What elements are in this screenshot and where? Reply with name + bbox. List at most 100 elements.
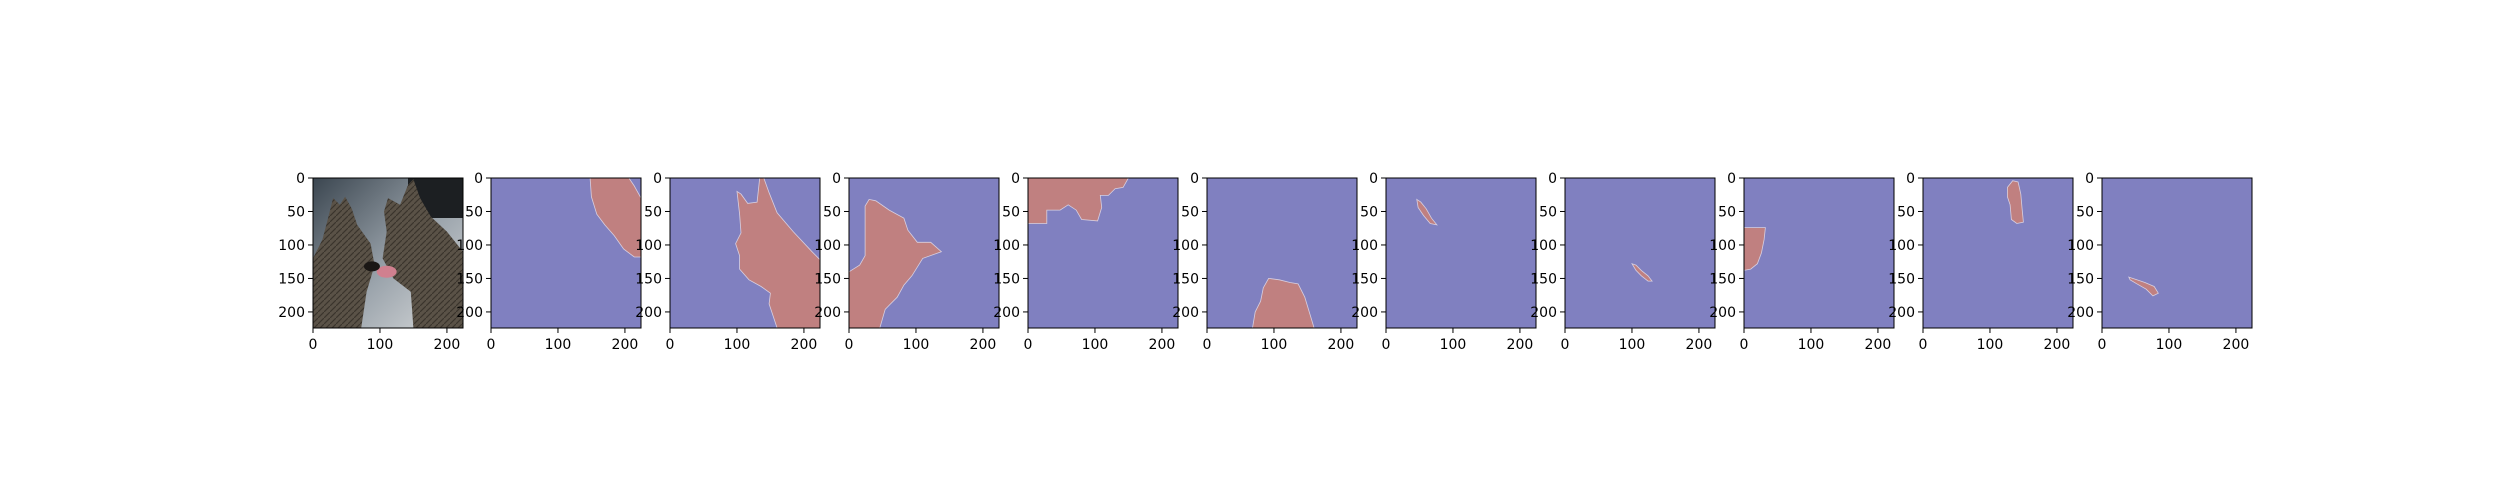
mask-background bbox=[1744, 178, 1894, 328]
x-tick-label: 0 bbox=[1382, 337, 1391, 353]
axes-frame bbox=[312, 177, 464, 329]
mask-background bbox=[1565, 178, 1715, 328]
y-tick-label: 50 bbox=[2076, 204, 2094, 220]
panel-image bbox=[491, 178, 641, 328]
dog-muzzle bbox=[363, 261, 380, 272]
dog-tongue bbox=[376, 265, 397, 278]
panel-image bbox=[2102, 178, 2252, 328]
x-tick-label: 100 bbox=[1798, 337, 1825, 353]
y-tick-label: 0 bbox=[1548, 171, 1557, 187]
mask-region bbox=[1744, 227, 1766, 271]
panel-image bbox=[1207, 178, 1357, 328]
x-tick-label: 100 bbox=[1440, 337, 1467, 353]
x-tick-label: 0 bbox=[487, 337, 496, 353]
y-tick-label: 200 bbox=[456, 305, 483, 321]
y-tick-label: 150 bbox=[1172, 271, 1199, 287]
y-tick-label: 200 bbox=[1172, 305, 1199, 321]
x-tick-label: 0 bbox=[1740, 337, 1749, 353]
x-tick-label: 200 bbox=[2044, 337, 2071, 353]
y-tick-label: 200 bbox=[814, 305, 841, 321]
y-tick-label: 150 bbox=[456, 271, 483, 287]
y-tick-label: 50 bbox=[1181, 204, 1199, 220]
y-tick-label: 50 bbox=[1539, 204, 1557, 220]
y-tick-label: 0 bbox=[653, 171, 662, 187]
y-tick-label: 150 bbox=[993, 271, 1020, 287]
y-tick-label: 100 bbox=[278, 238, 305, 254]
y-tick-label: 150 bbox=[1709, 271, 1736, 287]
x-tick-label: 100 bbox=[724, 337, 751, 353]
mask-region bbox=[2128, 276, 2159, 297]
x-tick-label: 100 bbox=[1082, 337, 1109, 353]
panel-image bbox=[849, 178, 999, 328]
y-tick-label: 200 bbox=[1530, 305, 1557, 321]
x-tick-label: 200 bbox=[1149, 337, 1176, 353]
y-tick-label: 100 bbox=[993, 238, 1020, 254]
y-tick-label: 100 bbox=[635, 238, 662, 254]
x-tick-label: 100 bbox=[1977, 337, 2004, 353]
y-tick-label: 150 bbox=[1530, 271, 1557, 287]
y-tick-label: 100 bbox=[456, 238, 483, 254]
axes-frame bbox=[1564, 177, 1716, 329]
x-tick-label: 200 bbox=[1686, 337, 1713, 353]
x-tick-label: 100 bbox=[545, 337, 572, 353]
x-tick-label: 200 bbox=[970, 337, 997, 353]
axes-frame bbox=[848, 177, 1000, 329]
mask-background bbox=[1923, 178, 2073, 328]
axes-frame bbox=[1922, 177, 2074, 329]
axes-frame bbox=[2101, 177, 2253, 329]
x-tick-label: 0 bbox=[1203, 337, 1212, 353]
axes-frame bbox=[1206, 177, 1358, 329]
y-tick-label: 150 bbox=[2067, 271, 2094, 287]
y-tick-label: 0 bbox=[1906, 171, 1915, 187]
y-tick-label: 50 bbox=[465, 204, 483, 220]
panel-image bbox=[670, 178, 820, 328]
y-tick-label: 100 bbox=[814, 238, 841, 254]
y-tick-label: 50 bbox=[1360, 204, 1378, 220]
axes-frame bbox=[490, 177, 642, 329]
mask-region bbox=[1631, 262, 1653, 282]
y-tick-label: 0 bbox=[1190, 171, 1199, 187]
mask-region bbox=[589, 178, 641, 258]
y-tick-label: 100 bbox=[1530, 238, 1557, 254]
y-tick-label: 50 bbox=[823, 204, 841, 220]
x-tick-label: 200 bbox=[612, 337, 639, 353]
mask-background bbox=[2102, 178, 2252, 328]
mask-region bbox=[1416, 198, 1438, 226]
y-tick-label: 0 bbox=[2085, 171, 2094, 187]
dog-left bbox=[313, 196, 375, 328]
x-tick-label: 200 bbox=[1328, 337, 1355, 353]
y-tick-label: 150 bbox=[814, 271, 841, 287]
x-tick-label: 200 bbox=[791, 337, 818, 353]
panel-image bbox=[1923, 178, 2073, 328]
mask-region bbox=[2007, 180, 2024, 224]
y-tick-label: 50 bbox=[644, 204, 662, 220]
y-tick-label: 0 bbox=[474, 171, 483, 187]
x-tick-label: 100 bbox=[367, 337, 394, 353]
panel-image bbox=[1028, 178, 1178, 328]
y-tick-label: 200 bbox=[1709, 305, 1736, 321]
y-tick-label: 150 bbox=[278, 271, 305, 287]
mask-background bbox=[1386, 178, 1536, 328]
x-tick-label: 100 bbox=[1261, 337, 1288, 353]
y-tick-label: 100 bbox=[1172, 238, 1199, 254]
mask-region bbox=[849, 198, 943, 328]
x-tick-label: 200 bbox=[1507, 337, 1534, 353]
y-tick-label: 0 bbox=[1369, 171, 1378, 187]
y-tick-label: 100 bbox=[1709, 238, 1736, 254]
dog-right bbox=[382, 179, 463, 328]
y-tick-label: 150 bbox=[1888, 271, 1915, 287]
y-tick-label: 0 bbox=[832, 171, 841, 187]
mask-region bbox=[1028, 178, 1129, 224]
y-tick-label: 200 bbox=[278, 305, 305, 321]
axes-frame bbox=[1743, 177, 1895, 329]
y-tick-label: 0 bbox=[1727, 171, 1736, 187]
y-tick-label: 200 bbox=[635, 305, 662, 321]
